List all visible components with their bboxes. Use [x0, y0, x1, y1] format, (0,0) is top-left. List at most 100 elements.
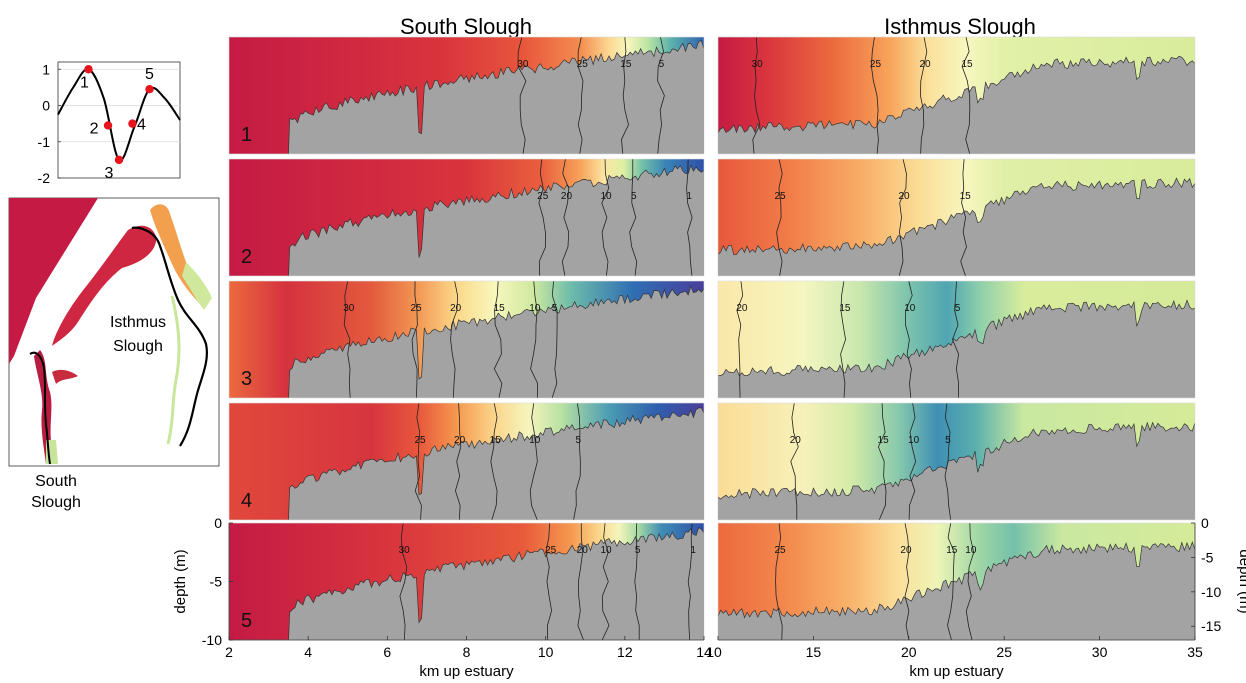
salinity-contour — [790, 403, 799, 520]
inset-phase-marker — [103, 121, 113, 130]
ocean-area — [9, 198, 98, 364]
panel-frame — [228, 402, 705, 521]
map-label-isthmus-line1: Isthmus — [110, 314, 166, 331]
inset-phase-marker — [128, 119, 137, 128]
contour-label: 5 — [659, 59, 665, 70]
salinity-contour — [877, 403, 887, 520]
salinity-contour — [343, 281, 351, 398]
is-ytick-label: 0 — [1201, 515, 1209, 531]
ss-xtick-label: 6 — [383, 644, 391, 660]
contour-label: 10 — [904, 303, 916, 314]
salinity-contour — [529, 403, 538, 520]
south-slough-branch — [52, 369, 78, 384]
salinity-contour — [551, 281, 558, 398]
salinity-contour — [450, 281, 459, 398]
contour-label: 25 — [410, 303, 422, 314]
salinity-contour — [775, 523, 783, 640]
contour-label: 30 — [752, 59, 764, 70]
ss-xtick-label: 4 — [304, 644, 312, 660]
contour-label: 5 — [576, 435, 582, 446]
contour-label: 20 — [577, 545, 589, 556]
salinity-contour — [493, 281, 503, 398]
ss-panel-1: 30 25 15 5 1 — [228, 36, 705, 155]
salinity-contour — [947, 523, 955, 640]
contour-label: 25 — [870, 59, 882, 70]
contour-label: 15 — [946, 545, 958, 556]
contour-label: 15 — [490, 435, 502, 446]
is-panel-4: 20 15 10 5 — [717, 402, 1196, 521]
contour-label: 20 — [450, 303, 462, 314]
salinity-contour — [411, 281, 418, 398]
ss-xtick-label: 10 — [538, 644, 554, 660]
panel-content: 20 15 10 5 — [718, 281, 1195, 398]
panel-content: 20 15 10 5 — [718, 403, 1195, 520]
salinity-contour — [952, 281, 960, 398]
isthmus-slough-mid — [166, 295, 181, 445]
salinity-contour — [629, 159, 638, 276]
contour-label: 10 — [908, 435, 920, 446]
salinity-contour — [601, 523, 610, 640]
salinity-contour — [621, 37, 629, 154]
salinity-contour — [870, 37, 879, 154]
contour-label: 10 — [529, 303, 541, 314]
is-panel-3: 20 15 10 5 — [717, 280, 1196, 399]
panel-content: 25 20 15 10 — [718, 523, 1195, 640]
panel-frame — [228, 36, 705, 155]
is-xtick-label: 35 — [1187, 644, 1203, 660]
isthmus-slough-title: Isthmus Slough — [884, 14, 1036, 39]
contour-label: 15 — [494, 303, 506, 314]
ss-ytick-label: -5 — [210, 574, 223, 590]
ss-panel-2: 25 20 10 5 1 2 — [228, 158, 705, 277]
panel-frame — [717, 158, 1196, 277]
bathymetry-land — [718, 55, 1195, 154]
contour-label: 25 — [414, 435, 426, 446]
phase-number: 5 — [241, 610, 252, 632]
contour-label: 5 — [945, 435, 951, 446]
contour-label: 15 — [960, 191, 972, 202]
panel-content: 25 20 15 10 5 — [229, 403, 704, 520]
salinity-contour — [490, 403, 498, 520]
salinity-contour — [840, 281, 847, 398]
phase-number: 4 — [241, 490, 252, 512]
panel-frame — [717, 280, 1196, 399]
contour-label: 20 — [899, 191, 911, 202]
contour-label: 5 — [631, 191, 637, 202]
salinity-contour — [736, 281, 744, 398]
contour-label: 10 — [600, 191, 612, 202]
salinity-contour — [577, 37, 584, 154]
salinity-contour — [573, 403, 581, 520]
contour-label: 1 — [686, 191, 692, 202]
ss-ylabel: depth (m) — [172, 549, 189, 613]
contour-label: 20 — [920, 59, 932, 70]
salinity-contour — [908, 403, 917, 520]
ss-panel-5: 30 25 20 10 5 1 5 — [228, 522, 705, 641]
phase-number: 1 — [241, 124, 252, 146]
map-label-south-line1: South — [35, 473, 77, 490]
ss-xlabel: km up estuary — [419, 663, 514, 680]
bathymetry-land — [288, 40, 704, 154]
ss-xtick-label: 2 — [225, 644, 233, 660]
bay-channel — [52, 225, 157, 346]
contour-label: 10 — [529, 435, 541, 446]
contour-label: 5 — [955, 303, 961, 314]
contour-label: 20 — [736, 303, 748, 314]
is-xtick-label: 10 — [706, 644, 722, 660]
salinity-contour — [601, 159, 610, 276]
panel-content: 25 20 15 — [718, 159, 1195, 276]
panel-frame — [717, 36, 1196, 155]
ss-panel-4: 25 20 15 10 5 4 — [228, 402, 705, 521]
isthmus-slough-path — [131, 226, 208, 447]
salinity-contour — [905, 281, 913, 398]
inset-ytick-label: -2 — [38, 170, 51, 186]
ss-xtick-label: 14 — [696, 644, 712, 660]
salinity-contour — [919, 37, 928, 154]
contour-label: 25 — [577, 59, 589, 70]
salinity-contour — [944, 403, 952, 520]
panel-content: 30 25 20 10 5 1 — [229, 523, 704, 640]
salinity-contour — [776, 159, 783, 276]
contour-label: 30 — [517, 59, 529, 70]
salinity-contour — [517, 37, 527, 154]
contour-label: 30 — [399, 545, 411, 556]
